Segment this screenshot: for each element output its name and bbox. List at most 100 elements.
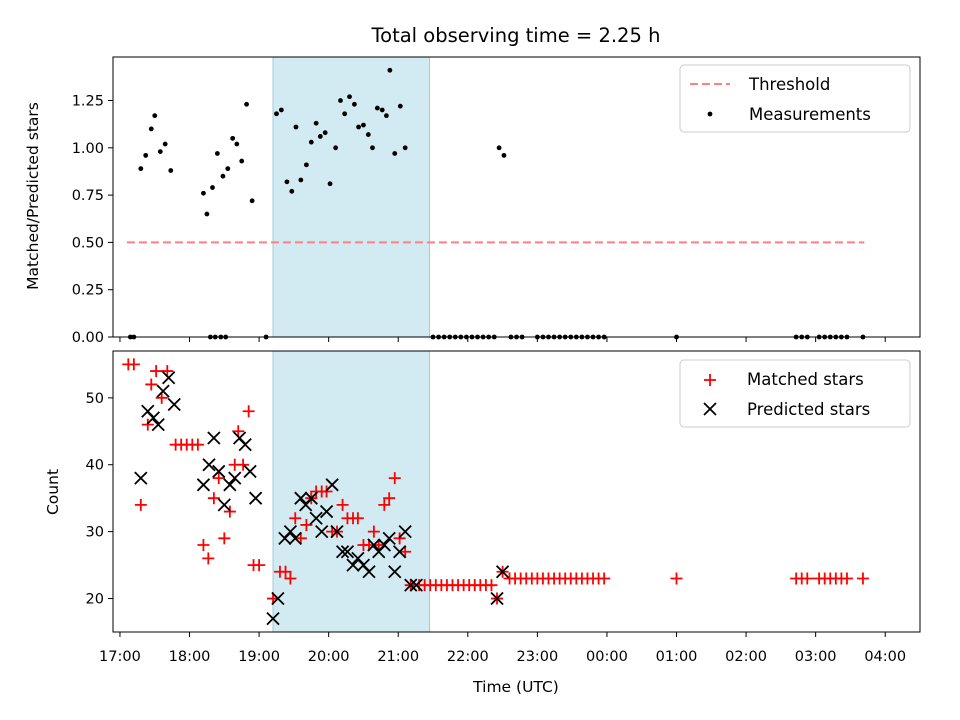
matched-star-point [393, 532, 406, 545]
top-y-tick-label: 0.50 [72, 235, 104, 251]
bottom-y-axis-label: Count [44, 469, 62, 515]
predicted-star-point [377, 538, 391, 552]
bottom-shaded-span [273, 351, 430, 632]
matched-star-point [232, 425, 245, 438]
measurement-point [374, 105, 380, 111]
predicted-star-point [243, 464, 257, 479]
predicted-star-point [330, 525, 344, 539]
matched-star-point [294, 532, 307, 545]
measurement-point [278, 107, 284, 113]
matched-star-point [840, 572, 853, 585]
x-tick-label: 01:00 [656, 649, 698, 665]
bottom-y-tick-label: 30 [86, 525, 104, 541]
measurement-point [201, 190, 206, 196]
predicted-star-point [271, 591, 285, 606]
top-axes-frame [112, 56, 921, 338]
measurement-point [352, 101, 357, 107]
x-tick-label: 19:00 [238, 649, 280, 665]
top-legend: Threshold Measurements [679, 64, 911, 133]
matched-star-point [801, 572, 814, 585]
measurement-point [338, 98, 343, 103]
measurement-point [289, 188, 295, 194]
matched-star-point [197, 539, 210, 552]
predicted-star-point [228, 471, 242, 485]
matched-star-point [284, 572, 297, 585]
x-tick-label: 17:00 [99, 649, 141, 665]
matched-star-point [378, 498, 391, 511]
legend-matched-label: Matched stars [747, 370, 864, 389]
top-y-tick-label: 0.25 [72, 283, 104, 299]
matched-star-point [202, 552, 215, 565]
measurement-point [327, 181, 333, 187]
measurement-point [392, 151, 398, 156]
predicted-star-point [162, 371, 176, 385]
measurement-point [162, 141, 168, 147]
predicted-star-point [319, 504, 334, 519]
measurement-point [138, 166, 144, 172]
measurement-point [365, 132, 371, 137]
measurement-point [356, 124, 361, 130]
matched-star-point [134, 498, 147, 511]
matched-star-point [212, 472, 225, 485]
top-y-tick-label: 1.25 [72, 94, 104, 110]
legend-predicted-swatch [703, 402, 717, 416]
predicted-star-point [288, 531, 302, 545]
measurement-point [230, 135, 236, 141]
predicted-star-point [335, 545, 350, 559]
measurement-point [168, 168, 174, 173]
predicted-star-point [217, 498, 231, 512]
bottom-plot: 17:00 18:00 19:00 20:00 21:00 22:00 23:00 00:00… [86, 350, 921, 665]
top-y-axis-label: Matched/Predicted stars [24, 102, 42, 290]
predicted-star-point [167, 397, 181, 412]
predicted-star-point [367, 538, 381, 552]
measurement-point [308, 139, 314, 145]
predicted-star-point [294, 491, 308, 505]
measurement-point [322, 130, 328, 136]
matched-star-point [399, 545, 412, 558]
legend-measurements-swatch [707, 111, 713, 117]
predicted-star-point [202, 458, 216, 472]
measurement-point [496, 145, 502, 151]
bottom-y-tick-label: 40 [86, 458, 104, 474]
predicted-star-point [146, 411, 160, 425]
predicted-star-point [382, 531, 396, 545]
measurement-point [304, 162, 309, 168]
measurement-point [220, 173, 226, 179]
measurement-point [157, 149, 163, 154]
matched-star-point [155, 391, 168, 404]
x-tick-label: 04:00 [864, 649, 906, 665]
top-y-tick-label: 1.00 [72, 141, 104, 157]
top-legend-box [679, 64, 911, 133]
matched-star-point [145, 378, 158, 391]
predicted-star-point [283, 525, 298, 539]
measurement-point [148, 126, 154, 132]
measurement-point [361, 122, 366, 128]
x-tick-label: 00:00 [586, 649, 628, 665]
bottom-y-tick-label: 20 [86, 592, 104, 608]
predicted-star-point [309, 511, 323, 525]
measurement-point [387, 67, 393, 73]
matched-star-point [253, 559, 266, 572]
predicted-star-point [325, 478, 339, 492]
matched-star-point [150, 365, 163, 378]
x-tick-label: 02:00 [725, 649, 767, 665]
x-tick-label: 20:00 [308, 649, 350, 665]
x-tick-label: 03:00 [795, 649, 837, 665]
matched-star-point [279, 565, 292, 578]
matched-star-point [300, 518, 313, 531]
matched-star-point [218, 532, 231, 545]
matched-star-point [191, 438, 204, 451]
predicted-star-point [490, 591, 504, 606]
x-axis-label: Time (UTC) [472, 678, 559, 696]
measurement-point [284, 179, 290, 185]
measurement-point [342, 111, 348, 117]
x-tick-label: 23:00 [516, 649, 558, 665]
measurement-point [293, 124, 299, 130]
matched-star-point [161, 365, 174, 378]
matched-star-point [598, 572, 611, 585]
matched-star-point [670, 572, 683, 585]
matched-star-point [223, 505, 236, 518]
predicted-star-point [223, 478, 237, 492]
predicted-star-point [151, 417, 165, 432]
bottom-legend: Matched stars Predicted stars [679, 359, 911, 428]
